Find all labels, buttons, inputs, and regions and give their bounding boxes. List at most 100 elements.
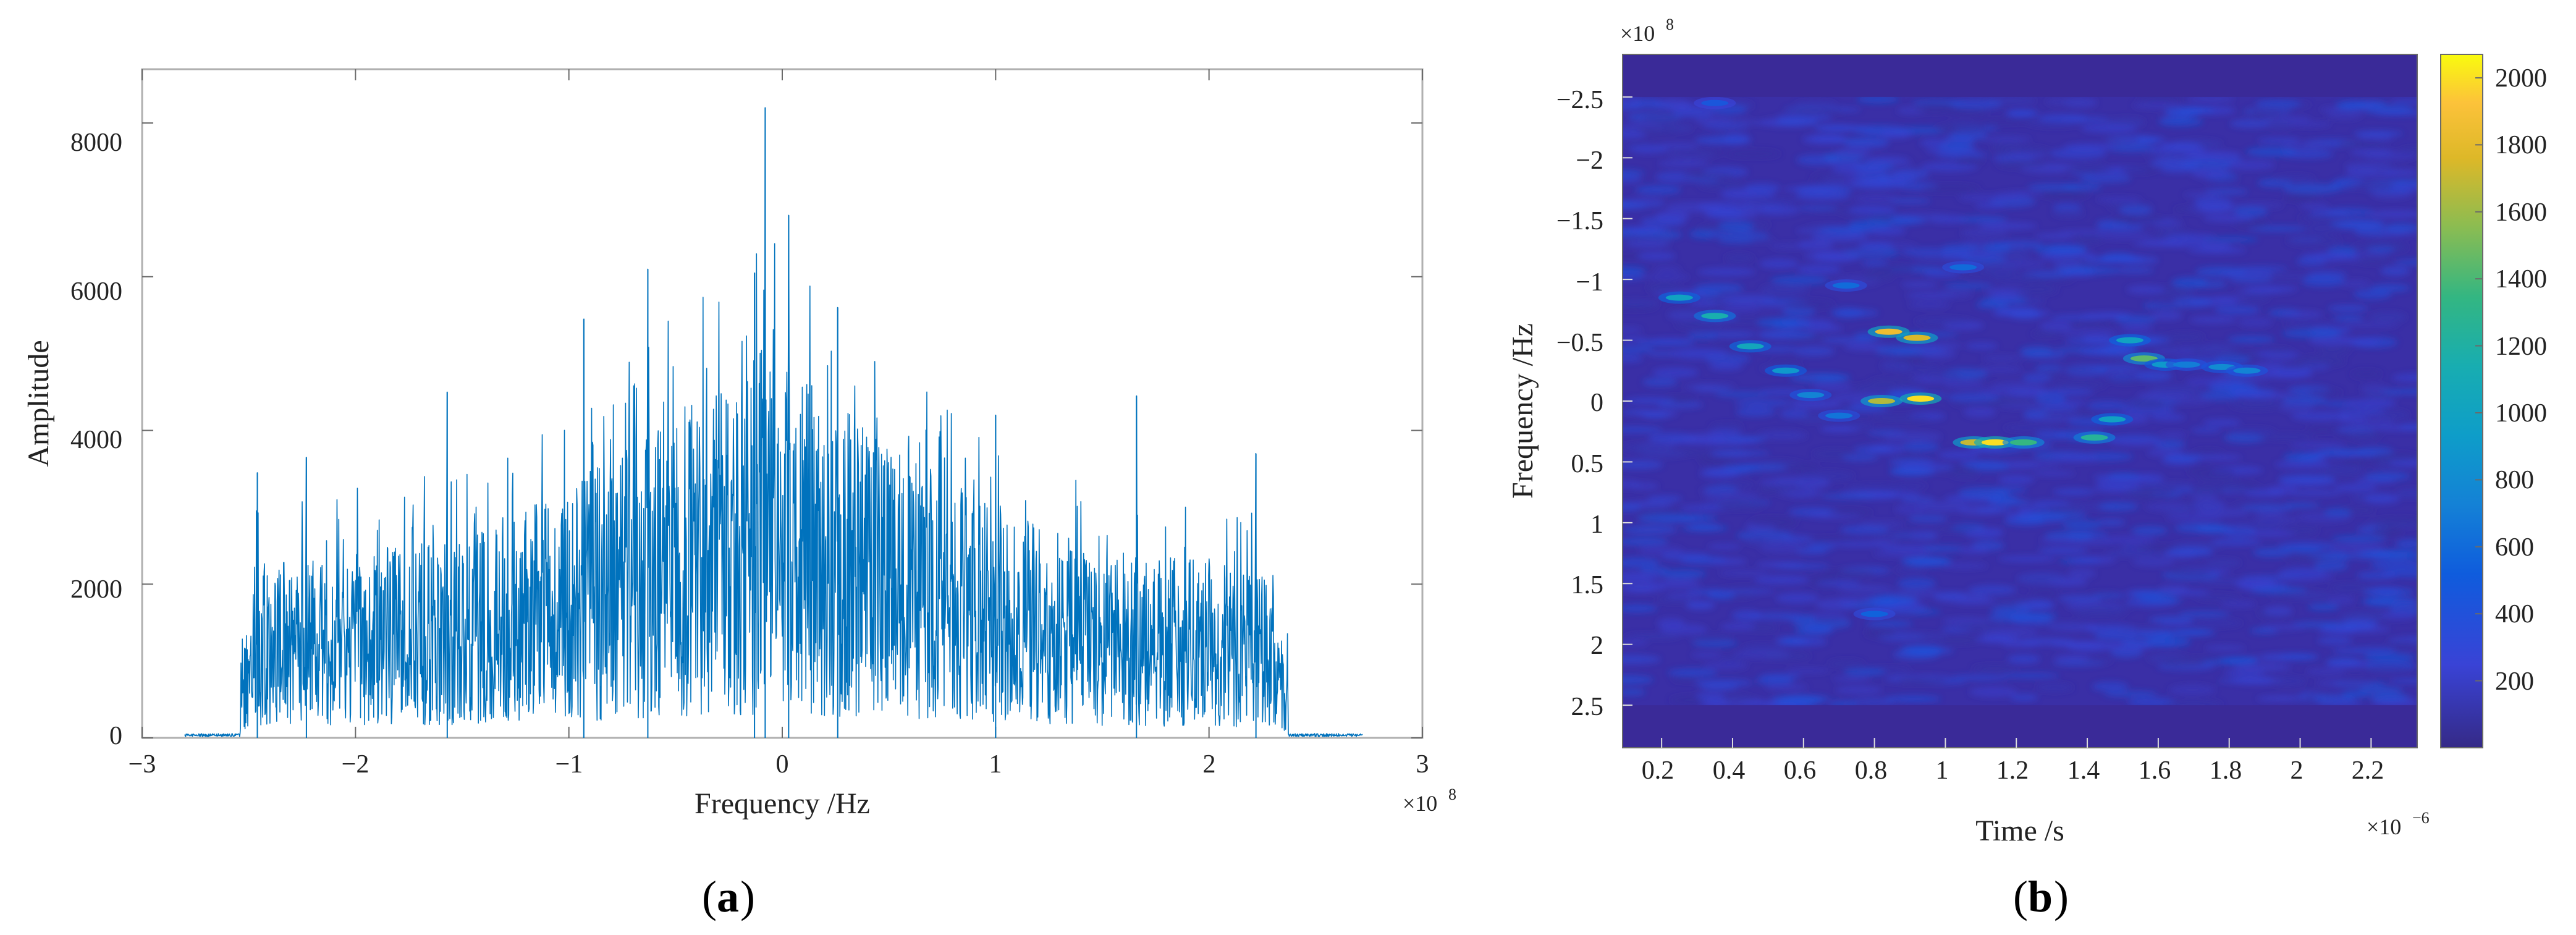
texture-blob [2221, 526, 2257, 538]
texture-blob [2008, 152, 2048, 159]
panel-b-label-open: ( [2013, 872, 2028, 921]
texture-blob [1958, 487, 2011, 499]
panel-a: −3 −2 −1 0 1 2 3 0 2000 4000 6000 8000 F… [22, 68, 1456, 921]
texture-blob [1988, 498, 2031, 506]
texture-blob [2134, 370, 2172, 381]
texture-blob [1937, 637, 1980, 645]
texture-blob [1623, 101, 1642, 111]
texture-blob [1655, 143, 1699, 149]
texture-blob [1901, 248, 1953, 256]
texture-blob [1770, 359, 1801, 365]
texture-blob [2003, 146, 2032, 151]
x-tick-label: 2 [2291, 756, 2304, 785]
texture-blob [1835, 685, 1883, 695]
texture-blob [2178, 611, 2230, 617]
texture-blob [2139, 481, 2194, 489]
y-tick-label: −2.5 [1556, 86, 1603, 114]
texture-blob [1996, 159, 2048, 169]
texture-blob [2234, 578, 2276, 589]
texture-blob [1846, 421, 1875, 429]
texture-blob [1815, 599, 1859, 611]
texture-blob [2117, 256, 2159, 264]
texture-blob [2035, 683, 2074, 692]
texture-blob [1776, 114, 1833, 122]
texture-blob [2286, 235, 2342, 247]
x-tick-label: 1.8 [2210, 756, 2242, 785]
texture-blob [2260, 653, 2319, 660]
texture-blob [2394, 259, 2417, 265]
texture-blob [1760, 284, 1809, 295]
texture-blob [2053, 655, 2092, 661]
texture-blob [2239, 288, 2282, 294]
texture-blob [2203, 237, 2259, 242]
texture-blob [1736, 407, 1776, 417]
hotspot [1736, 343, 1764, 350]
texture-blob [2390, 99, 2417, 104]
texture-blob [2001, 672, 2059, 679]
texture-blob [1757, 430, 1804, 438]
hotspot [2173, 361, 2200, 368]
texture-blob [1775, 593, 1819, 604]
texture-blob [1706, 331, 1756, 338]
texture-blob [1934, 526, 1977, 533]
texture-blob [1831, 164, 1888, 174]
texture-blob [2315, 679, 2375, 687]
texture-blob [2037, 388, 2094, 396]
texture-blob [2007, 654, 2040, 664]
texture-blob [1908, 302, 1951, 308]
hotspot [2130, 355, 2158, 362]
texture-blob [2239, 293, 2270, 302]
texture-blob [2092, 681, 2129, 692]
texture-blob [2195, 594, 2240, 601]
texture-blob [2056, 457, 2099, 463]
texture-blob [2192, 168, 2231, 179]
texture-blob [1897, 578, 1936, 589]
texture-blob [1718, 656, 1746, 662]
texture-blob [1935, 151, 1987, 159]
texture-blob [1978, 366, 2023, 373]
hotspot [1665, 294, 1693, 301]
spectrogram-image [1623, 54, 2417, 748]
texture-blob [2385, 222, 2417, 232]
texture-blob [1789, 373, 1849, 383]
y-exponent-base: ×10 [1620, 21, 1655, 46]
texture-blob [2233, 664, 2291, 671]
texture-blob [2050, 314, 2107, 321]
texture-blob [2060, 266, 2119, 275]
texture-blob [1969, 527, 2004, 534]
texture-blob [1710, 423, 1744, 431]
texture-blob [1853, 195, 1899, 203]
texture-blob [1982, 136, 2032, 142]
texture-blob [1707, 543, 1742, 550]
texture-blob [2031, 331, 2063, 337]
texture-blob [1653, 123, 1694, 133]
texture-blob [2241, 504, 2295, 512]
texture-blob [2329, 583, 2370, 593]
hotspot [1981, 439, 2009, 446]
texture-blob [1773, 563, 1830, 569]
texture-blob [2152, 346, 2195, 355]
texture-blob [2279, 401, 2314, 412]
texture-blob [2145, 151, 2196, 160]
texture-blob [2263, 606, 2293, 616]
texture-blob [1972, 664, 2017, 672]
texture-blob [2256, 433, 2315, 441]
texture-blob [2132, 101, 2182, 109]
colorbar-tick-label: 1200 [2495, 332, 2547, 361]
texture-blob [1836, 585, 1892, 592]
texture-blob [2329, 218, 2386, 230]
texture-blob [2284, 193, 2320, 202]
texture-blob [2148, 384, 2202, 396]
spectrogram-texture [1623, 94, 2417, 711]
x-tick-label: 2.2 [2352, 756, 2384, 785]
texture-blob [2229, 277, 2273, 283]
texture-blob [1872, 550, 1931, 557]
texture-blob [2168, 546, 2213, 556]
texture-blob [1840, 525, 1890, 535]
texture-blob [2057, 503, 2095, 510]
texture-blob [1770, 276, 1829, 285]
texture-blob [2318, 467, 2363, 478]
texture-blob [1998, 475, 2035, 484]
texture-blob [1733, 649, 1791, 659]
x-tick-label: −2 [342, 750, 370, 779]
